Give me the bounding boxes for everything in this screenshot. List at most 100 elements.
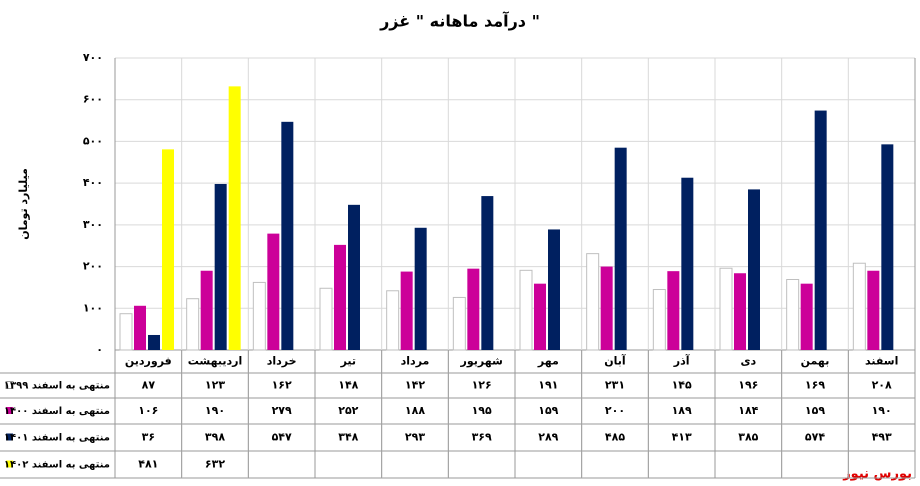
table-value: ۱۹۶ — [738, 379, 758, 392]
bar — [162, 149, 174, 350]
table-value: ۱۸۹ — [672, 404, 692, 417]
bar — [652, 289, 666, 351]
table-value: ۱۴۸ — [338, 379, 358, 392]
table-value: ۴۸۵ — [605, 431, 625, 444]
table-value: ۲۰۸ — [872, 379, 892, 392]
y-tick-label: ۷۰۰ — [83, 51, 103, 64]
table-value: ۴۱۳ — [672, 431, 692, 444]
table-value: ۱۲۶ — [472, 379, 492, 392]
bar — [852, 262, 866, 351]
x-tick-label: مهر — [537, 355, 559, 368]
x-tick-label: اردیبهشت — [188, 355, 242, 368]
bar — [134, 305, 146, 350]
x-tick-label: دی — [740, 355, 756, 368]
legend-label: منتهی به اسفند ۱۴۰۱ — [4, 433, 110, 444]
bar — [719, 267, 733, 351]
table-value: ۱۰۶ — [138, 404, 158, 417]
x-tick-label: آذر — [673, 354, 690, 368]
bar — [200, 270, 213, 350]
bar — [400, 271, 413, 350]
bar — [467, 268, 480, 350]
bar — [867, 270, 880, 350]
bar — [148, 334, 160, 350]
x-tick-label: آبان — [604, 354, 626, 368]
y-tick-label: ۰ — [96, 343, 103, 356]
legend-label: منتهی به اسفند ۱۴۰۰ — [4, 406, 110, 417]
table-value: ۲۵۲ — [338, 404, 358, 417]
bar — [334, 244, 346, 350]
legend-swatch — [6, 433, 13, 441]
bar — [281, 121, 294, 350]
table-value: ۳۹۸ — [205, 431, 225, 444]
table-value: ۲۹۳ — [405, 431, 425, 444]
bar — [452, 296, 466, 351]
x-tick-label: بهمن — [801, 355, 830, 368]
table-value: ۱۴۵ — [672, 379, 692, 392]
table-value: ۳۶۹ — [472, 431, 492, 444]
bar — [534, 283, 546, 350]
table-value: ۵۷۴ — [805, 431, 825, 444]
bar — [734, 273, 746, 350]
bar — [681, 177, 694, 350]
watermark: بورس نیوز — [842, 467, 912, 482]
table-value: ۵۴۷ — [272, 431, 292, 444]
y-tick-label: ۵۰۰ — [83, 134, 103, 147]
x-tick-label: خرداد — [267, 355, 297, 368]
bar — [214, 183, 227, 350]
y-tick-label: ۱۰۰ — [83, 301, 103, 314]
chart-title: درآمد ماهانه " غزر " — [379, 11, 540, 31]
table-value: ۱۹۱ — [538, 379, 558, 392]
bar — [586, 253, 600, 351]
bar — [481, 196, 494, 350]
table-value: ۳۶ — [142, 431, 155, 444]
bar — [667, 271, 680, 350]
table-value: ۱۴۲ — [405, 379, 425, 392]
x-tick-label: تیر — [340, 355, 356, 368]
bar — [252, 281, 266, 351]
legend-label: منتهی به اسفند ۱۳۹۹ — [4, 381, 110, 392]
y-tick-label: ۶۰۰ — [83, 93, 103, 106]
table-value: ۳۸۵ — [738, 431, 758, 444]
table-value: ۲۰۰ — [605, 404, 625, 417]
legend-swatch — [5, 381, 14, 389]
table-value: ۴۹۳ — [872, 431, 892, 444]
bar — [614, 147, 627, 350]
bar — [319, 287, 333, 351]
table-value: ۲۳۱ — [605, 379, 625, 392]
table-value: ۱۵۹ — [538, 404, 558, 417]
x-tick-label: مرداد — [401, 355, 430, 368]
bar — [228, 86, 241, 350]
table-value: ۱۹۵ — [472, 404, 492, 417]
table-value: ۱۸۴ — [738, 404, 758, 417]
bar — [267, 233, 280, 350]
bar — [786, 279, 800, 351]
table-value: ۸۷ — [142, 379, 156, 392]
x-tick-label: اسفند — [865, 355, 898, 368]
table-value: ۶۳۲ — [205, 458, 225, 471]
y-axis-label: میلیارد تومان — [17, 168, 30, 240]
legend-label: منتهی به اسفند ۱۴۰۲ — [4, 460, 110, 471]
table-value: ۱۲۳ — [205, 379, 225, 392]
x-tick-label: فروردین — [125, 355, 172, 368]
bar — [800, 283, 813, 350]
y-tick-label: ۳۰۰ — [83, 218, 103, 231]
legend-swatch — [6, 460, 13, 468]
bar — [748, 189, 760, 350]
table-value: ۱۹۰ — [205, 404, 225, 417]
bar — [186, 298, 200, 351]
y-tick-label: ۴۰۰ — [83, 176, 103, 189]
bar — [548, 229, 560, 350]
bar — [519, 269, 533, 351]
table-value: ۴۸۱ — [138, 458, 158, 471]
table-value: ۳۴۸ — [338, 431, 358, 444]
y-tick-label: ۲۰۰ — [83, 260, 103, 273]
table-value: ۱۸۸ — [405, 404, 425, 417]
bar — [881, 144, 894, 350]
table-value: ۲۷۹ — [272, 404, 292, 417]
bar — [386, 290, 400, 351]
table-value: ۱۵۹ — [805, 404, 825, 417]
bar — [348, 204, 360, 350]
table-value: ۱۶۹ — [805, 379, 825, 392]
bar — [119, 313, 133, 351]
